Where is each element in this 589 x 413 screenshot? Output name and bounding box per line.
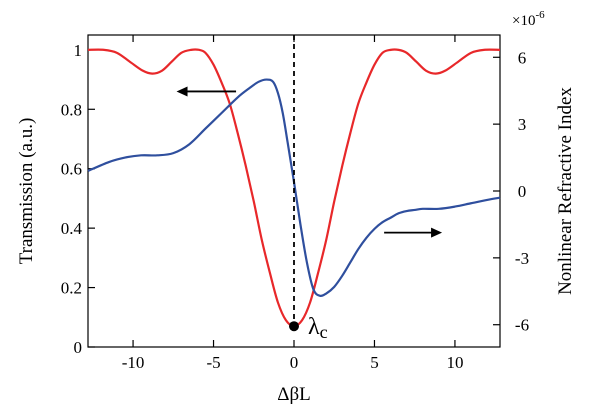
nonlinear-index-series-line (87, 78, 501, 298)
x-tick-label: -10 (122, 353, 145, 372)
x-tick-label: 5 (370, 353, 379, 372)
lambda-symbol: λ (308, 314, 320, 340)
y-right-tick-label: 6 (518, 48, 527, 67)
x-tick-label: 0 (290, 353, 299, 372)
y-left-tick-label: 0.6 (61, 160, 82, 179)
y-left-tick-label: 1 (74, 41, 83, 60)
y-right-axis-label: Nonlinear Refractive Index (555, 87, 576, 295)
x-axis-ticks: -10 -5 0 5 10 (122, 35, 463, 372)
y-right-tick-label: -6 (515, 316, 529, 335)
y-right-tick-label: -3 (515, 249, 529, 268)
y-left-tick-label: 0.2 (61, 279, 82, 298)
multiplier-exponent: -6 (535, 9, 545, 21)
y-right-tick-label: 0 (518, 182, 527, 201)
x-tick-label: -5 (206, 353, 220, 372)
right-axis-multiplier: ×10-6 (512, 9, 545, 29)
y-right-axis-ticks: -6 -3 0 3 6 (493, 48, 529, 335)
annotations: λc (176, 35, 443, 342)
y-left-axis-ticks: 0 0.2 0.4 0.6 0.8 1 (61, 41, 95, 357)
y-right-tick-label: 3 (518, 115, 527, 134)
y-left-tick-label: 0.8 (61, 100, 82, 119)
right-axis-arrow-head (431, 227, 443, 238)
lambda-c-label: λc (308, 314, 328, 342)
left-axis-arrow-head (176, 86, 188, 97)
lambda-c-marker (289, 321, 299, 332)
y-left-tick-label: 0.4 (61, 219, 83, 238)
y-left-axis-label: Transmission (a.u.) (16, 118, 37, 265)
multiplier-base: ×10 (512, 13, 535, 29)
x-tick-label: 10 (446, 353, 463, 372)
x-axis-label: ΔβL (277, 384, 311, 405)
y-left-tick-label: 0 (74, 338, 83, 357)
lambda-subscript: c (320, 322, 328, 342)
